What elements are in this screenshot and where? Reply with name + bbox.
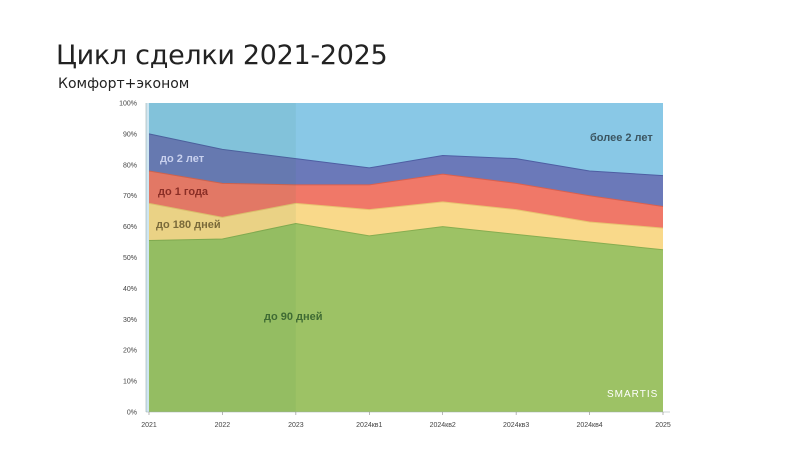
- y-tick-label: 90%: [123, 131, 137, 138]
- y-tick-label: 40%: [123, 286, 137, 293]
- y-tick-label: 0%: [127, 410, 137, 417]
- boundary-line-2: [148, 201, 664, 229]
- y-tick-label: 100%: [119, 101, 137, 108]
- x-tick-label: 2024кв2: [430, 422, 456, 429]
- boundary-line-4: [148, 133, 664, 177]
- y-tick-label: 70%: [123, 193, 137, 200]
- label-bolee-2-let: более 2 лет: [590, 132, 653, 144]
- x-tick-label: 2025: [655, 422, 671, 429]
- boundary-line-1: [148, 223, 664, 251]
- area-do-1-goda: [149, 170, 663, 229]
- y-tick-label: 30%: [123, 317, 137, 324]
- label-do-180-dnei: до 180 дней: [156, 219, 221, 231]
- label-do-2-let: до 2 лет: [160, 153, 205, 165]
- x-tick-label: 2024кв3: [503, 422, 529, 429]
- y-tick-label: 10%: [123, 379, 137, 386]
- x-tick-label: 2022: [215, 422, 231, 429]
- page-title: Цикл сделки 2021-2025: [56, 40, 388, 71]
- area-do-2-let: [149, 133, 663, 207]
- x-tick-label: 2024кв1: [356, 422, 382, 429]
- brand-watermark: SMARTIS: [607, 389, 658, 400]
- label-do-1-goda: до 1 года: [158, 186, 209, 198]
- area-bolee-2-let: [149, 103, 663, 176]
- label-do-90-dnei: до 90 дней: [264, 311, 323, 323]
- x-tick-label: 2024кв4: [576, 422, 602, 429]
- y-tick-label: 80%: [123, 162, 137, 169]
- area-do-90-dnei: [149, 223, 663, 412]
- y-tick-label: 20%: [123, 348, 137, 355]
- y-tick-label: 60%: [123, 224, 137, 231]
- plot-left-strip: [146, 103, 149, 412]
- highlight-region: [149, 103, 296, 412]
- y-tick-label: 50%: [123, 255, 137, 262]
- area-do-180-dnei: [149, 201, 663, 250]
- page-subtitle: Комфорт+эконом: [58, 76, 190, 92]
- boundary-line-3: [148, 170, 664, 208]
- x-tick-label: 2021: [141, 422, 157, 429]
- x-tick-label: 2023: [288, 422, 304, 429]
